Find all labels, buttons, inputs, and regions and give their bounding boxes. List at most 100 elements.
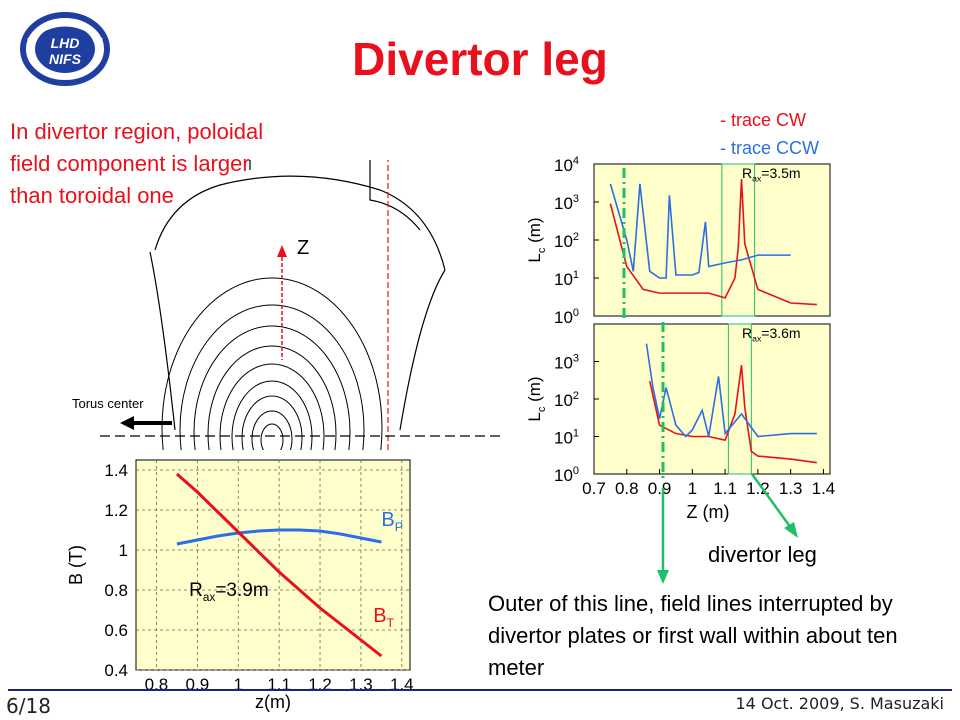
lc-lower-ytick-base: 10 — [554, 391, 573, 410]
lc-lower-ylabel-sub: c — [536, 406, 548, 412]
lc-upper-ytick-exp: 4 — [573, 155, 579, 167]
lead-text: In divertor region, poloidal field compo… — [10, 119, 264, 208]
torus-center-label: Torus center — [72, 396, 144, 411]
b-series-label-bt-sub: T — [387, 616, 395, 630]
lc-upper-plot-area — [593, 163, 831, 317]
lc-upper-rax-annotation-main: R — [742, 165, 752, 181]
lc-upper-ytick-base: 10 — [554, 232, 573, 251]
lc-upper-ylabel: Lc (m) — [525, 217, 548, 262]
b-series-label-bp-sub: P — [395, 520, 403, 534]
b-series-bp — [176, 528, 382, 546]
lc-lower-ytick-exp: 0 — [573, 465, 579, 477]
b-xtick-label: 0.9 — [186, 675, 210, 694]
lc-lower-series-trace-cw — [648, 365, 817, 464]
b-ylabel: B (T) — [66, 545, 86, 585]
lc-upper-ytick-base: 10 — [554, 194, 573, 213]
lc-upper-ytick-exp: 0 — [573, 307, 579, 319]
lc-upper-series-trace-ccw — [609, 183, 791, 279]
b-xtick-label: 0.8 — [145, 675, 169, 694]
lc-lower-xtick-label: 1 — [688, 479, 697, 498]
z-label: Z — [297, 237, 309, 259]
legend-trace-ccw: - trace CCW — [720, 138, 819, 158]
divertor-cross-section: Z — [100, 160, 500, 450]
b-xtick-label: 1 — [234, 675, 243, 694]
lc-lower-plot-area — [593, 323, 831, 475]
outer-line-note: Outer of this line, field lines interrup… — [488, 591, 898, 680]
b-rax-annotation: Rax=3.9m — [189, 580, 269, 604]
footer-rule — [8, 689, 952, 691]
lc-lower-ytick-label: 100 — [554, 465, 579, 485]
lc-lower-ytick-exp: 3 — [573, 353, 579, 365]
lc-upper-ylabel-post: (m) — [525, 217, 544, 247]
lc-lower-ytick-base: 10 — [554, 429, 573, 448]
lc-upper-ytick-label: 101 — [554, 269, 579, 289]
b-series-label-bp: BP — [381, 509, 403, 534]
lc-upper-ytick-exp: 3 — [573, 193, 579, 205]
lc-lower-rax-annotation-main: R — [742, 325, 752, 341]
lc-lower-xtick-label: 0.7 — [582, 479, 606, 498]
lc-lower-divertor-box — [727, 323, 752, 475]
lc-upper-ytick-exp: 2 — [573, 231, 579, 243]
slide-title: Divertor leg — [352, 33, 608, 85]
lc-lower-rax-annotation-sub: ax — [752, 334, 762, 344]
lc-lower-ytick-label: 103 — [554, 353, 579, 373]
b-rax-annotation-sub: ax — [203, 591, 216, 604]
lc-upper-ylabel-sub: c — [536, 247, 548, 253]
boundary-arrow-head — [657, 570, 669, 584]
lc-upper-rax-annotation: Rax=3.5m — [742, 165, 801, 184]
lc-lower-ylabel-post: (m) — [525, 376, 544, 406]
lc-upper-series-trace-cw — [609, 179, 817, 306]
lc-lower-ylabel: Lc (m) — [525, 376, 548, 421]
lc-lower-ytick-label: 102 — [554, 390, 579, 410]
lc-upper-ytick-label: 102 — [554, 231, 579, 251]
b-series-label-bt-main: B — [373, 605, 386, 627]
lc-upper-ytick-base: 10 — [554, 156, 573, 175]
lc-upper-ylabel-main: L — [525, 253, 544, 262]
b-ytick-label: 1.4 — [104, 461, 128, 480]
lc-lower-ytick-base: 10 — [554, 354, 573, 373]
lc-lower-ytick-base: 10 — [554, 466, 573, 485]
b-xlabel: z(m) — [255, 692, 291, 712]
lc-lower-xtick-label: 1.3 — [779, 479, 803, 498]
b-ytick-label: 0.4 — [104, 661, 128, 680]
lc-upper-ytick-base: 10 — [554, 270, 573, 289]
b-xtick-label: 1.3 — [349, 675, 373, 694]
slide-number: 6/18 — [6, 694, 51, 718]
b-ytick-label: 0.8 — [104, 581, 128, 600]
b-rax-annotation-post: =3.9m — [215, 580, 268, 601]
lc-upper-ytick-base: 10 — [554, 308, 573, 327]
b-series-label-bt: BT — [373, 605, 394, 630]
z-arrow-head — [277, 245, 287, 257]
lc-upper-rax-annotation-sub: ax — [752, 174, 762, 184]
b-xtick-label: 1.2 — [308, 675, 332, 694]
lc-lower-ylabel-main: L — [525, 412, 544, 421]
lc-lower-xtick-label: 1.1 — [713, 479, 737, 498]
lc-lower-ytick-label: 101 — [554, 428, 579, 448]
lc-lower-xtick-label: 0.8 — [615, 479, 639, 498]
footer-text: 14 Oct. 2009, S. Masuzaki — [735, 694, 945, 713]
lc-upper-ytick-label: 100 — [554, 307, 579, 327]
lc-upper-ytick-label: 104 — [554, 155, 579, 175]
b-field-chart: 0.8 0.9 1 1.1 1.2 1.3 1.40.40.60.811.21.4z(m)B… — [66, 459, 414, 712]
lc-lower-ytick-exp: 2 — [573, 390, 579, 402]
lc-lower-xtick-label: 1.2 — [746, 479, 770, 498]
vessel-outline — [149, 160, 446, 431]
b-ytick-label: 0.6 — [104, 621, 128, 640]
logo-text-nifs: NIFS — [49, 51, 82, 67]
lc-lower-ytick-exp: 1 — [573, 428, 579, 440]
lc-lower-rax-annotation-post: =3.6m — [761, 325, 800, 341]
lc-upper-ytick-exp: 1 — [573, 269, 579, 281]
lc-lower-xtick-label: 1.4 — [812, 479, 836, 498]
lhd-nifs-logo: LHD NIFS — [20, 12, 110, 86]
b-ytick-label: 1.2 — [104, 501, 128, 520]
lc-lower-xlabel: Z (m) — [687, 502, 730, 522]
lc-upper-rax-annotation-post: =3.5m — [761, 165, 800, 181]
lc-upper-divertor-box — [721, 163, 756, 317]
b-rax-annotation-main: R — [189, 580, 203, 601]
lc-upper-ytick-label: 103 — [554, 193, 579, 213]
b-ytick-label: 1 — [119, 541, 128, 560]
divertor-leg-label: divertor leg — [708, 542, 817, 567]
b-series-bt — [175, 472, 383, 658]
lc-lower-xtick-label: 0.9 — [648, 479, 672, 498]
